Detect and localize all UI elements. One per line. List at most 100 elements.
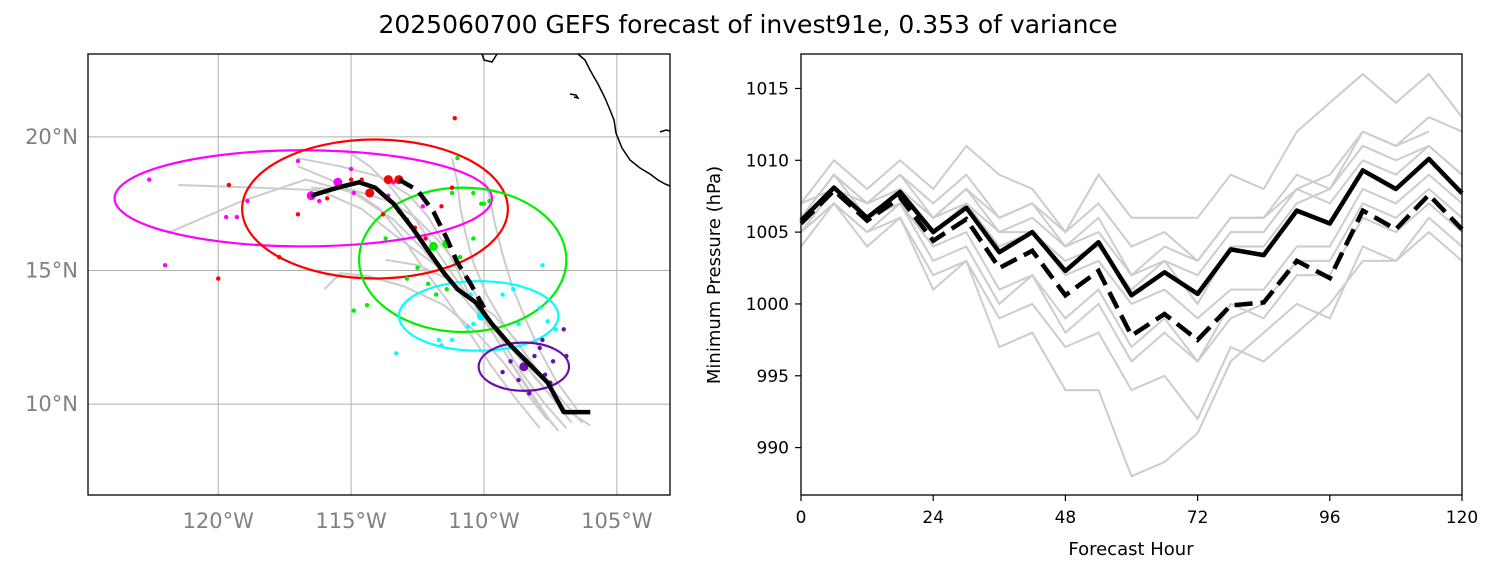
x-tick-label: 96 [1319,508,1341,528]
member-position-point [511,287,516,292]
y-tick-label: 1005 [746,223,789,243]
island-outline [569,93,580,100]
member-position-point [404,276,410,281]
mean-position-point [428,241,438,251]
member-position-point [234,214,240,220]
pressure-panel: 0 24 48 72 96 120 990 995 1000 1005 1010 1015 Forec… [704,53,1478,560]
member-pressure-line [800,130,1430,277]
member-position-point [162,262,168,268]
member-position-point [526,391,532,396]
latitude-tick-label: 15°N [25,258,78,282]
member-position-point [245,198,250,204]
member-position-point [415,265,420,271]
latitude-tick-label: 20°N [25,125,78,149]
ensemble-tracks [310,177,591,415]
coastline [481,53,671,187]
member-position-point [146,177,152,182]
member-position-point [216,276,221,281]
member-position-point [516,321,521,327]
member-position-point [471,190,476,196]
member-position-point [324,196,330,201]
member-position-point [487,198,492,204]
member-position-point [540,337,545,343]
member-position-point [295,212,301,217]
member-position-point [277,254,282,260]
member-position-point [425,281,431,287]
pressure-ticks: 0 24 48 72 96 120 990 995 1000 1005 1010 1015 [746,79,1478,528]
member-position-point [433,292,439,297]
y-tick-label: 995 [757,367,789,387]
member-position-point [508,359,513,364]
mean-track [310,180,591,415]
member-track [323,272,549,421]
member-position-point [436,337,441,343]
spread-ellipse [397,280,560,352]
member-position-point [351,190,356,196]
pressure-frame [800,53,1463,496]
member-pressure-line [800,201,1463,478]
member-position-point [561,327,566,332]
member-position-point [449,337,455,343]
x-tick-label: 72 [1187,508,1209,528]
y-tick-label: 1000 [746,295,789,315]
longitude-tick-label: 110°W [448,509,520,533]
mean-position-point [365,188,375,198]
longitude-tick-label: 120°W [183,509,255,533]
control-pressure-line [799,187,1464,343]
member-position-point [550,359,556,364]
x-tick-label: 0 [796,508,807,528]
y-axis-label: Minimum Pressure (hPa) [704,166,725,384]
member-pressure-line [800,72,1463,234]
map-background [88,54,670,495]
member-position-point [471,321,476,327]
member-position-point [449,190,455,196]
x-axis-label: Forecast Hour [1068,539,1194,560]
member-position-point [449,185,455,190]
member-position-point [348,177,354,182]
control-track [397,177,486,309]
member-position-point [452,115,457,121]
spread-ellipse [357,186,568,334]
x-tick-label: 24 [922,508,944,528]
member-pressure-line [800,144,1463,277]
x-tick-label: 120 [1446,508,1478,528]
member-position-point [465,324,471,329]
mean-position-point [383,175,393,185]
member-position-point [455,156,460,161]
y-tick-label: 990 [757,439,789,459]
spread-ellipses [113,138,571,392]
track-map-panel: 120°W 115°W 110°W 105°W 10°N 15°N 20°N [25,53,671,533]
longitude-tick-label: 115°W [315,509,387,533]
member-position-point [383,236,388,241]
latitude-tick-label: 10°N [25,392,78,416]
member-position-point [364,303,370,308]
member-position-point [500,369,505,375]
member-position-point [481,201,487,206]
member-position-point [439,343,444,348]
member-position-point [223,214,229,220]
member-position-point [500,292,505,297]
member-pressure-line [800,116,1463,263]
member-position-point [532,353,537,359]
member-position-point [457,254,463,260]
member-pressure-line [800,187,1463,363]
member-position-point [351,308,356,313]
member-position-point [564,353,569,359]
mean-position-point [519,362,529,372]
member-position-point [545,319,550,324]
longitude-tick-label: 105°W [581,509,653,533]
spread-ellipse [477,341,571,392]
mean-position-point [333,177,343,187]
member-position-point [380,212,386,217]
member-position-point [439,204,444,209]
member-position-point [348,166,354,172]
figure-title: 2025060700 GEFS forecast of invest91e, 0… [378,10,1118,39]
member-position-point [553,327,558,332]
member-position-point [471,236,476,241]
member-position-point [540,262,545,268]
member-position-point [537,305,542,311]
mean-pressure-line [799,156,1464,298]
spread-ellipse [241,138,509,280]
map-tick-labels: 120°W 115°W 110°W 105°W 10°N 15°N 20°N [25,125,653,533]
